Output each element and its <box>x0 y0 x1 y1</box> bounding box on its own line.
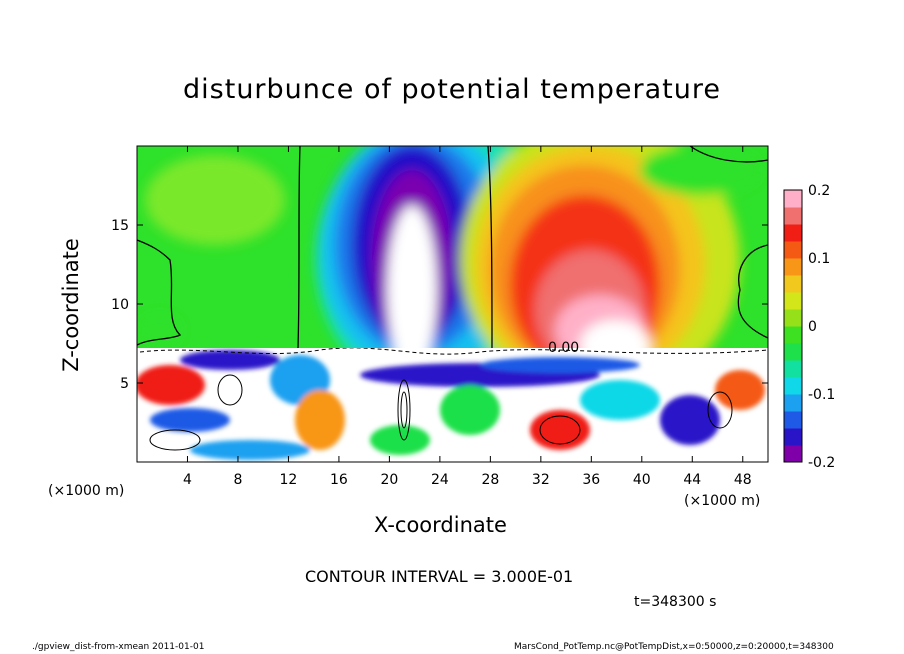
x-tick-label: 32 <box>532 472 550 488</box>
colorbar-label: 0.2 <box>808 183 830 199</box>
colorbar-swatch <box>784 190 802 208</box>
colorbar-swatch <box>784 292 802 310</box>
colorbar-swatch <box>784 241 802 259</box>
x-axis-label: X-coordinate <box>374 513 507 537</box>
colorbar-swatch <box>784 343 802 361</box>
x-tick-label: 44 <box>683 472 701 488</box>
x-tick-label: 48 <box>734 472 752 488</box>
colorbar-swatch <box>784 411 802 429</box>
y-axis: 5 10 15 <box>111 218 768 392</box>
x-tick-label: 12 <box>280 472 298 488</box>
contour-label: 0.00 <box>548 340 579 356</box>
footer-left: ./gpview_dist-from-xmean 2011-01-01 <box>32 642 205 652</box>
y-tick-label: 10 <box>111 297 129 313</box>
colorbar-swatch <box>784 309 802 327</box>
time-label: t=348300 s <box>634 594 717 610</box>
footer-right: MarsCond_PotTemp.nc@PotTempDist,x=0:5000… <box>514 642 834 652</box>
colorbar-label: 0.1 <box>808 251 830 267</box>
x-tick-label: 4 <box>183 472 192 488</box>
colorbar-label: -0.2 <box>808 455 835 471</box>
colorbar-label: 0 <box>808 319 817 335</box>
x-tick-label: 20 <box>380 472 398 488</box>
colorbar-swatch <box>784 445 802 463</box>
colorbar-swatch <box>784 275 802 293</box>
chart-title: disturbunce of potential temperature <box>183 74 721 105</box>
colorbar: 0.2 0.1 0 -0.1 -0.2 <box>783 183 835 471</box>
colorbar-swatch <box>784 377 802 395</box>
y-tick-label: 5 <box>120 376 129 392</box>
x-tick-label: 24 <box>431 472 449 488</box>
contour-interval: CONTOUR INTERVAL = 3.000E-01 <box>305 567 574 586</box>
y-axis-label: Z-coordinate <box>59 238 83 372</box>
colorbar-swatch <box>784 258 802 276</box>
colorbar-swatch <box>784 207 802 225</box>
colorbar-swatch <box>784 326 802 344</box>
x-unit-right: (×1000 m) <box>684 493 761 509</box>
x-tick-label: 16 <box>330 472 348 488</box>
x-unit-left: (×1000 m) <box>48 483 125 499</box>
x-tick-label: 8 <box>233 472 242 488</box>
colorbar-swatch <box>784 224 802 242</box>
colorbar-frame <box>783 189 803 463</box>
colorbar-swatch <box>784 428 802 446</box>
y-tick-label: 15 <box>111 218 129 234</box>
colorbar-swatch <box>784 394 802 412</box>
x-tick-label: 40 <box>633 472 651 488</box>
x-tick-label: 28 <box>481 472 499 488</box>
potential-temperature-field: 0.00 <box>137 146 768 462</box>
x-tick-label: 36 <box>582 472 600 488</box>
colorbar-swatch <box>784 360 802 378</box>
colorbar-label: -0.1 <box>808 387 835 403</box>
x-axis: 4 8 12 16 20 24 28 32 36 40 44 48 <box>183 146 752 488</box>
